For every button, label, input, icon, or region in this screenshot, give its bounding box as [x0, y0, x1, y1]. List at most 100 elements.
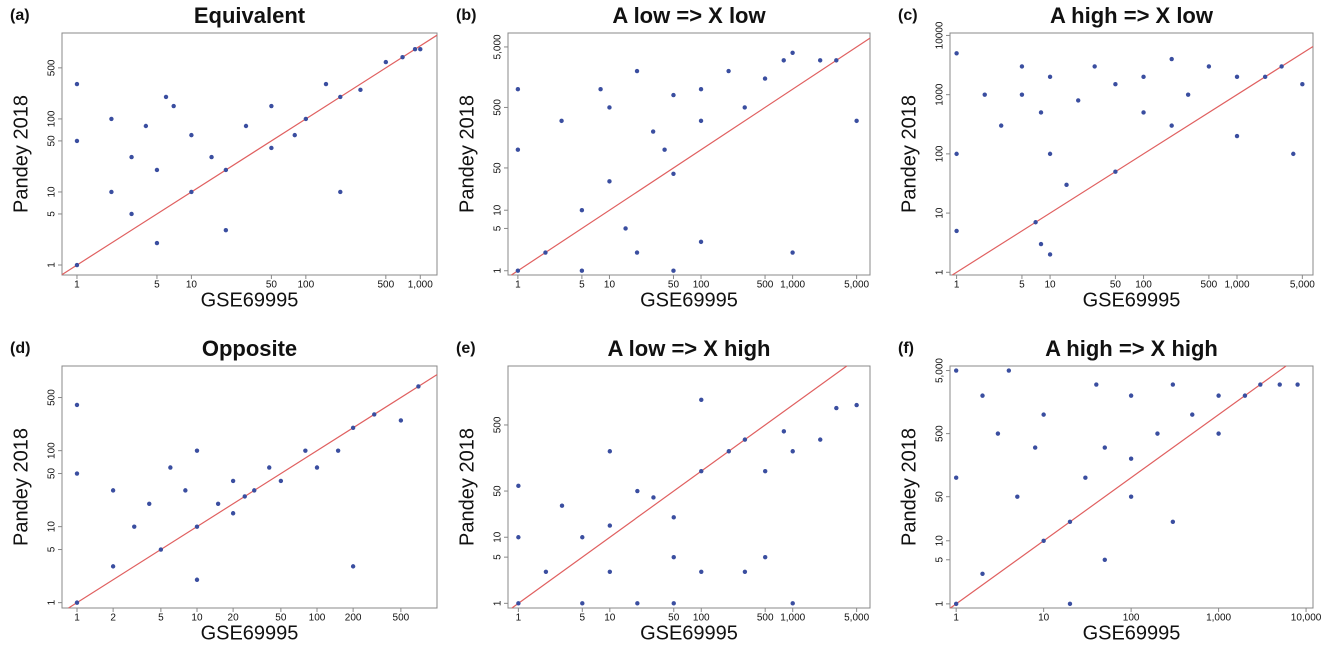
point [671, 92, 676, 98]
point [1295, 382, 1300, 387]
point [559, 118, 564, 124]
point [580, 535, 585, 540]
point [323, 81, 329, 87]
point [303, 448, 308, 453]
point [1015, 494, 1020, 499]
point [781, 429, 787, 434]
point [650, 129, 656, 134]
y-tick-label: 500 [47, 59, 58, 76]
point [194, 524, 200, 529]
x-tick-label: 100 [693, 280, 710, 291]
chart-title: Opposite [202, 336, 297, 361]
point [383, 59, 389, 65]
point [242, 494, 247, 499]
point [1128, 456, 1134, 461]
point [726, 68, 731, 74]
reference-line [511, 365, 848, 609]
point [74, 600, 80, 605]
point [698, 118, 704, 124]
point [699, 397, 704, 403]
point [818, 437, 823, 442]
point [1234, 74, 1240, 80]
point [762, 468, 768, 474]
y-tick-label: 500 [935, 425, 946, 442]
point [635, 601, 640, 606]
point [1092, 64, 1097, 69]
y-tick-label: 100 [47, 442, 58, 459]
point [1038, 241, 1044, 247]
point [1279, 64, 1284, 69]
y-tick-label: 10 [47, 186, 58, 198]
panel-label: (d) [10, 340, 30, 357]
x-tick-label: 10 [186, 280, 198, 291]
x-tick-label: 5,000 [1290, 280, 1315, 291]
point [132, 524, 137, 529]
point [607, 523, 613, 528]
point [1185, 92, 1191, 97]
chart-title: A high => X low [1050, 3, 1214, 28]
point [109, 189, 114, 195]
point [515, 268, 521, 273]
y-axis-label: Pandey 2018 [456, 95, 478, 213]
y-tick-label: 5 [493, 554, 504, 560]
point [129, 154, 134, 160]
point [742, 569, 748, 575]
point [607, 105, 612, 110]
point [1064, 182, 1069, 188]
point [698, 87, 704, 92]
x-axis-label: GSE69995 [640, 622, 738, 644]
point [1190, 412, 1195, 417]
point [634, 250, 640, 255]
x-tick-label: 5,000 [844, 613, 869, 624]
panel-label: (c) [898, 7, 918, 24]
y-tick-label: 50 [47, 468, 58, 480]
x-axis-label: GSE69995 [1083, 289, 1181, 311]
point [154, 167, 160, 173]
point [980, 393, 985, 398]
y-tick-label: 10 [493, 531, 504, 543]
y-tick-label: 1 [493, 600, 504, 606]
point [1216, 393, 1221, 398]
point [1033, 220, 1038, 225]
plot-frame [61, 32, 438, 276]
plot-frame [949, 365, 1314, 609]
point [372, 412, 377, 417]
x-tick-label: 10,000 [1291, 613, 1322, 624]
point [335, 448, 341, 453]
x-tick-label: 100 [1123, 613, 1140, 624]
chart-title: A low => X low [612, 3, 766, 28]
y-tick-label: 500 [493, 416, 504, 433]
reference-line [61, 34, 438, 276]
point [1169, 56, 1174, 62]
point [726, 449, 732, 454]
point [1128, 393, 1134, 398]
point [350, 564, 356, 569]
point [790, 250, 795, 255]
point [303, 116, 309, 122]
point [110, 564, 116, 569]
point [1083, 475, 1088, 480]
point [671, 554, 676, 560]
x-tick-label: 1 [74, 613, 80, 624]
point [559, 503, 565, 508]
x-tick-label: 1 [953, 613, 959, 624]
point [781, 58, 786, 63]
point [543, 569, 549, 575]
point [854, 402, 859, 408]
point [400, 54, 405, 60]
x-tick-label: 50 [266, 280, 278, 291]
point [1032, 445, 1038, 450]
point [147, 501, 152, 506]
point [790, 50, 795, 56]
y-tick-label: 50 [47, 135, 58, 147]
x-tick-label: 500 [757, 280, 774, 291]
y-tick-label: 500 [47, 389, 58, 406]
point [954, 151, 959, 157]
point [350, 425, 356, 430]
x-tick-label: 5 [158, 613, 164, 624]
point [129, 211, 134, 217]
point [267, 465, 272, 470]
point [1067, 519, 1073, 524]
point [635, 488, 640, 494]
x-tick-label: 100 [309, 613, 326, 624]
